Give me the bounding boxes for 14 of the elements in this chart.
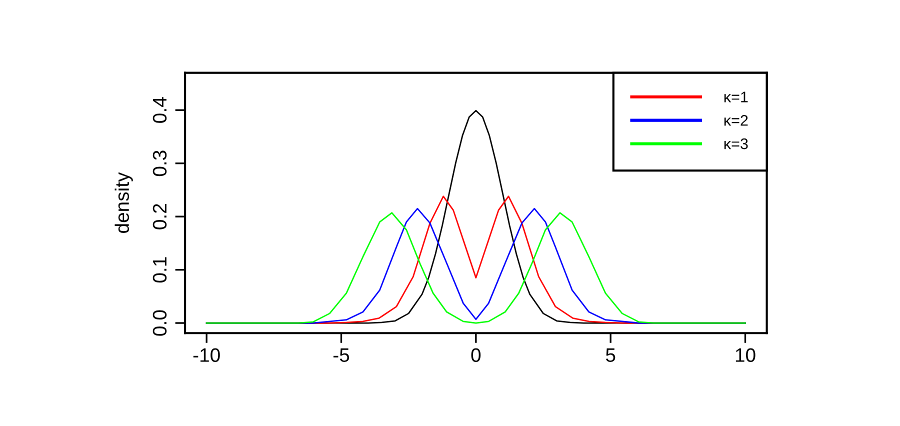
y-tick-label: 0.4 [152,97,167,123]
x-tick-label: 10 [736,348,756,362]
y-tick-label: 0.2 [152,204,167,230]
y-tick-label: 0.1 [152,257,167,283]
x-tick-label: -5 [333,348,350,362]
legend-label: κ=2 [724,114,748,126]
x-tick-label: 0 [471,348,481,362]
x-tick-label: -10 [193,348,220,362]
y-tick-label: 0.3 [152,150,167,176]
y-tick-label: 0.0 [152,310,167,336]
legend-label: κ=1 [724,92,748,102]
legend-label: κ=3 [724,138,748,150]
y-axis-title: density [114,172,133,233]
x-tick-label: 5 [606,348,616,362]
